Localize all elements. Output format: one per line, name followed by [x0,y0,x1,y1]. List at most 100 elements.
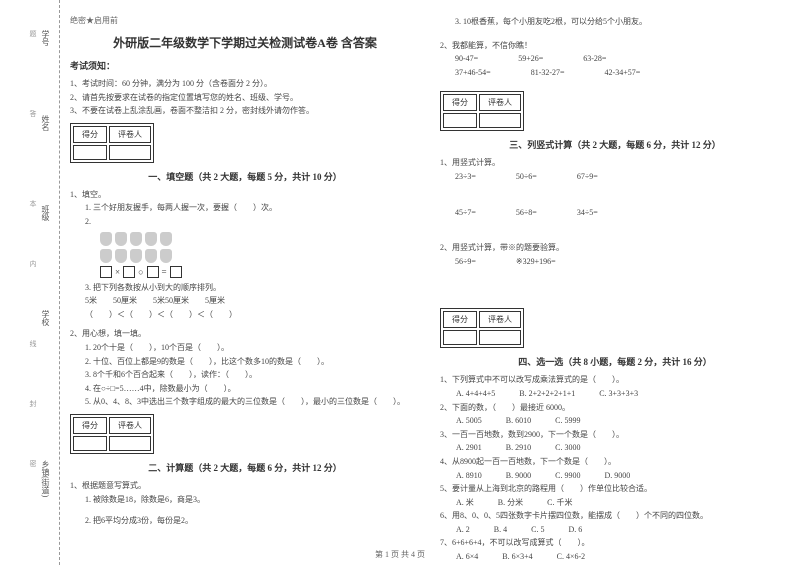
op: ○ [138,267,143,277]
box-icon [147,266,159,278]
question-sub: 1. 三个好朋友握手，每两人握一次，要握（ ）次。 [70,201,420,215]
side-label: 乡镇(街道) [40,460,51,497]
question: 2、用心想，填一填。 [70,327,420,341]
notice-line: 3、不要在试卷上乱涂乱画，卷面不整洁扣 2 分，密封线外请勿作答。 [70,104,420,118]
shield-icon [160,249,172,263]
calc-row: 45÷7= 56÷8= 34÷5= [440,206,790,220]
question-sub: （ ）＜（ ）＜（ ）＜（ ） [70,308,420,322]
side-marker: 线 [28,340,38,347]
score-cell [479,330,521,345]
score-cell [73,436,107,451]
question-sub: 2. 把6平均分成3份，每份是2。 [70,514,420,528]
mc-item: 3、一百一百地数，数到2900，下一个数是（ ）。 [440,428,790,442]
box-icon [100,266,112,278]
mc-item: A. 米 B. 分米 C. 千米 [440,496,790,510]
score-cell [443,330,477,345]
shield-icon [160,232,172,246]
calc-row: 37+46-54= 81-32-27= 42-34+57= [440,66,790,80]
score-header: 得分 [443,311,477,328]
question: 1、用竖式计算。 [440,156,790,170]
score-cell [73,145,107,160]
section-title: 一、填空题（共 2 大题，每题 5 分，共计 10 分） [70,170,420,183]
question-sub: 2. [70,215,420,229]
question: 2、用竖式计算，带※的题要验算。 [440,241,790,255]
mc-item: 2、下面的数，（ ）最接近 6000。 [440,401,790,415]
mc-item: A. 2901 B. 2910 C. 3000 [440,441,790,455]
question-sub: 1. 被除数是18，除数是6，商是3。 [70,493,420,507]
calc: 56÷8= [516,206,537,220]
mc-item: 4、从8900起一百一百地数，下一个数是（ ）。 [440,455,790,469]
side-label: 学号 [40,30,51,46]
score-table: 得分评卷人 [70,123,154,163]
right-column: 3. 10根香蕉，每个小朋友吃2根，可以分给5个小朋友。 2、我都能算，不信你瞧… [440,15,790,564]
side-label: 班级 [40,205,51,221]
mc-item: A. 4+4+4+5 B. 2+2+2+2+1+1 C. 3+3+3+3 [440,387,790,401]
shield-icon [130,232,142,246]
score-cell [109,436,151,451]
score-header: 得分 [443,94,477,111]
op: × [115,267,120,277]
score-table: 得分评卷人 [70,414,154,454]
exam-title: 外研版二年级数学下学期过关检测试卷A卷 含答案 [70,34,420,51]
side-marker: 本 [28,200,38,207]
shield-row [100,232,420,246]
calc: 90-47= [455,52,478,66]
section-title: 三、列竖式计算（共 2 大题，每题 6 分，共计 12 分） [440,138,790,151]
box-icon [170,266,182,278]
calc: 50÷6= [516,170,537,184]
score-cell [443,113,477,128]
page-content: 绝密★启用前 外研版二年级数学下学期过关检测试卷A卷 含答案 考试须知： 1、考… [70,15,790,564]
score-header: 评卷人 [109,417,151,434]
question-sub: 1. 20个十是（ ），10个百是（ ）。 [70,341,420,355]
calc-row: 90-47= 59+26= 63-28= [440,52,790,66]
calc: ※329+196= [516,255,556,269]
side-marker: 内 [28,260,38,267]
shield-icon [145,232,157,246]
shield-icon [115,232,127,246]
shield-row [100,249,420,263]
notice-line: 2、请首先按要求在试卷的指定位置填写您的姓名、班级、学号。 [70,91,420,105]
mc-item: 1、下列算式中不可以改写成乘法算式的是（ ）。 [440,373,790,387]
calc: 56÷9= [455,255,476,269]
score-header: 评卷人 [479,94,521,111]
left-column: 绝密★启用前 外研版二年级数学下学期过关检测试卷A卷 含答案 考试须知： 1、考… [70,15,420,564]
score-table: 得分评卷人 [440,91,524,131]
mc-item: A. 5005 B. 6010 C. 5999 [440,414,790,428]
score-cell [479,113,521,128]
question-sub: 4. 在○÷□=5……4中，除数最小为（ ）。 [70,382,420,396]
question: 2、我都能算，不信你瞧！ [440,39,790,53]
shield-icon [100,249,112,263]
calc: 81-32-27= [531,66,565,80]
op: = [162,267,167,277]
calc: 23÷3= [455,170,476,184]
question-sub: 3. 把下列各数按从小到大的顺序排列。 [70,281,420,295]
question: 1、填空。 [70,188,420,202]
question-sub: 5米 50厘米 5米50厘米 5厘米 [70,294,420,308]
shield-icon [130,249,142,263]
mc-item: A. 2 B. 4 C. 5 D. 6 [440,523,790,537]
calc: 37+46-54= [455,66,491,80]
calc-row: 23÷3= 50÷6= 67÷9= [440,170,790,184]
box-icon [123,266,135,278]
question: 1、根据题意写算式。 [70,479,420,493]
calc: 42-34+57= [605,66,641,80]
section-title: 二、计算题（共 2 大题，每题 6 分，共计 12 分） [70,461,420,474]
question-sub: 3. 8个千和6个百合起来（ ），读作：（ ）。 [70,368,420,382]
mc-item: A. 8910 B. 9000 C. 9900 D. 9000 [440,469,790,483]
calc: 45÷7= [455,206,476,220]
calc: 34÷5= [577,206,598,220]
binding-sidebar: 学号 姓名 班级 学校 乡镇(街道) 题 答 本 内 线 封 密 [0,0,60,565]
notice-title: 考试须知： [70,59,420,72]
score-header: 评卷人 [479,311,521,328]
side-label: 学校 [40,310,51,326]
score-cell [109,145,151,160]
equation-boxes: × ○ = [100,266,420,278]
calc: 59+26= [518,52,543,66]
notice-line: 1、考试时间：60 分钟，满分为 100 分（含卷面分 2 分）。 [70,77,420,91]
side-label: 姓名 [40,115,51,131]
question-sub: 5. 从0、4、8、3中选出三个数字组成的最大的三位数是（ ），最小的三位数是（… [70,395,420,409]
score-header: 评卷人 [109,126,151,143]
score-table: 得分评卷人 [440,308,524,348]
side-marker: 封 [28,400,38,407]
shield-icon [145,249,157,263]
